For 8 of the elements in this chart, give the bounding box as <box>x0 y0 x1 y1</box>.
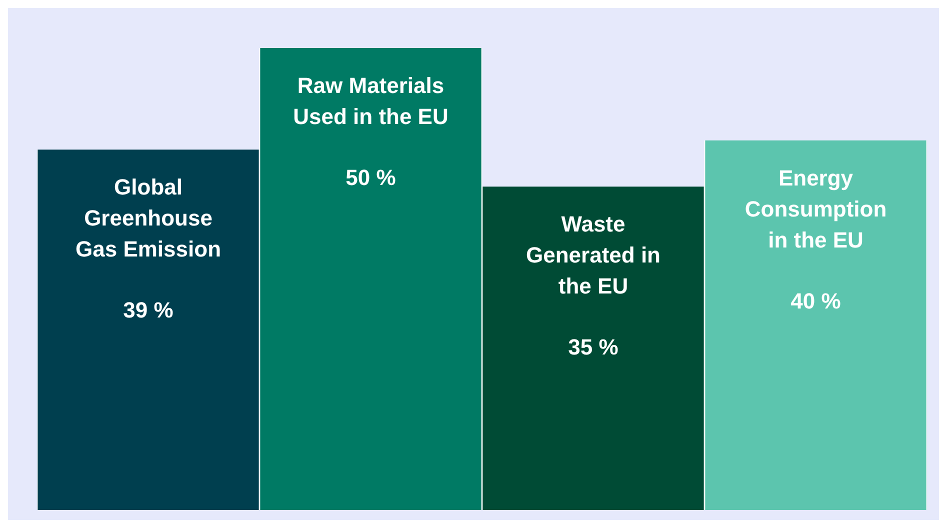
x-tick-label: Global Greenhouse Gas Emission <box>75 174 222 262</box>
data-label: 40 % <box>790 288 841 314</box>
x-tick-label: Raw Materials Used in the EU <box>293 73 448 130</box>
data-label: 50 % <box>346 165 396 190</box>
data-label: 35 % <box>568 334 618 360</box>
data-label: 39 % <box>123 298 174 323</box>
x-tick-label: Energy Consumption in the EU <box>744 165 887 252</box>
x-tick-label: Waste Generated in the EU <box>526 212 660 299</box>
